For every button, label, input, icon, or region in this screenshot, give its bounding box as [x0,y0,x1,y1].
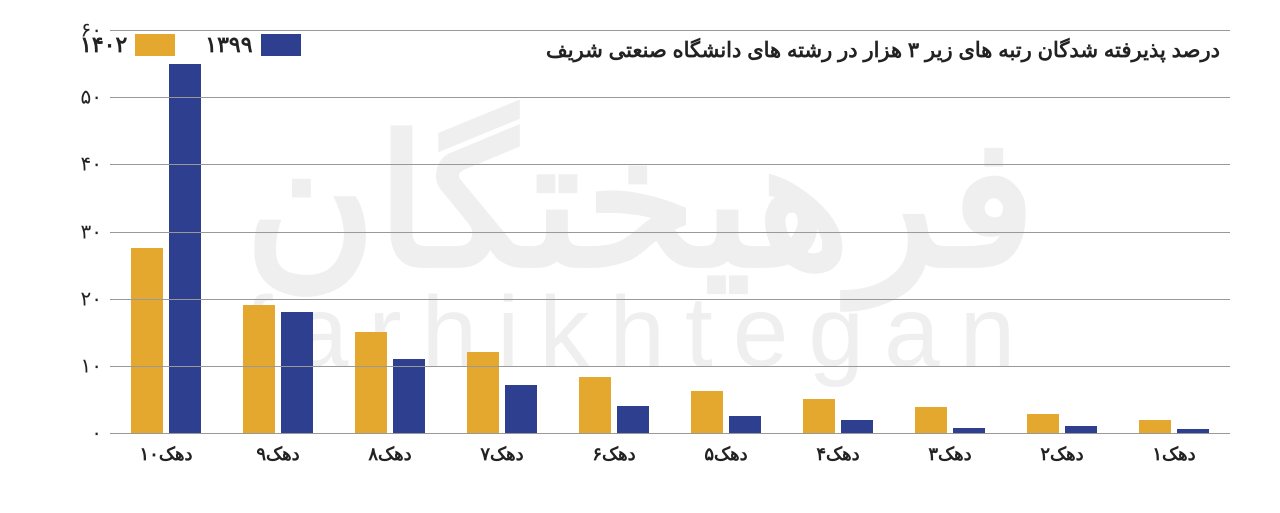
bar [579,377,611,433]
x-tick-label: دهک۹ [256,444,299,465]
x-tick-label: دهک۴ [816,444,859,465]
chart-container: درصد پذیرفته شدگان رتبه های زیر ۳ هزار د… [0,0,1280,513]
legend-swatch-1402 [135,34,175,56]
bar [1027,414,1059,433]
bar [841,420,873,433]
grid-line [110,366,1230,367]
bar [393,359,425,433]
axis-area: دهک۱دهک۲دهک۳دهک۴دهک۵دهک۶دهک۷دهک۸دهک۹دهک۱… [110,30,1230,433]
plot-area: درصد پذیرفته شدگان رتبه های زیر ۳ هزار د… [60,20,1240,473]
bar [505,385,537,433]
y-tick-label: ۴۰ [62,152,102,177]
x-tick-label: دهک۸ [368,444,411,465]
bar [729,416,761,433]
bar [617,406,649,433]
bar [281,312,313,433]
legend-label-1399: ۱۳۹۹ [205,32,252,58]
legend: ۱۳۹۹ ۱۴۰۲ [80,32,301,58]
x-tick-label: دهک۱۰ [140,444,193,465]
legend-swatch-1399 [261,34,301,56]
bar [131,248,163,433]
chart-title: درصد پذیرفته شدگان رتبه های زیر ۳ هزار د… [546,38,1220,63]
bar [467,352,499,433]
x-tick-label: دهک۱ [1152,444,1195,465]
bar [803,399,835,433]
y-tick-label: ۵۰ [62,85,102,110]
bar [1065,426,1097,433]
x-tick-label: دهک۳ [928,444,971,465]
y-tick-label: ۰ [62,421,102,446]
grid-line [110,232,1230,233]
grid-line [110,164,1230,165]
bar [1139,420,1171,433]
y-tick-label: ۲۰ [62,286,102,311]
grid-line [110,97,1230,98]
y-tick-label: ۳۰ [62,219,102,244]
y-tick-label: ۱۰ [62,353,102,378]
bar [243,305,275,433]
x-tick-label: دهک۶ [592,444,635,465]
bar [355,332,387,433]
bar [915,407,947,433]
grid-line [110,433,1230,434]
x-tick-label: دهک۲ [1040,444,1083,465]
legend-label-1402: ۱۴۰۲ [80,32,127,58]
legend-item-1399: ۱۳۹۹ [205,32,300,58]
bar [169,64,201,433]
grid-line [110,30,1230,31]
grid-line [110,299,1230,300]
bar [691,391,723,433]
x-tick-label: دهک۵ [704,444,747,465]
x-tick-label: دهک۷ [480,444,523,465]
legend-item-1402: ۱۴۰۲ [80,32,175,58]
